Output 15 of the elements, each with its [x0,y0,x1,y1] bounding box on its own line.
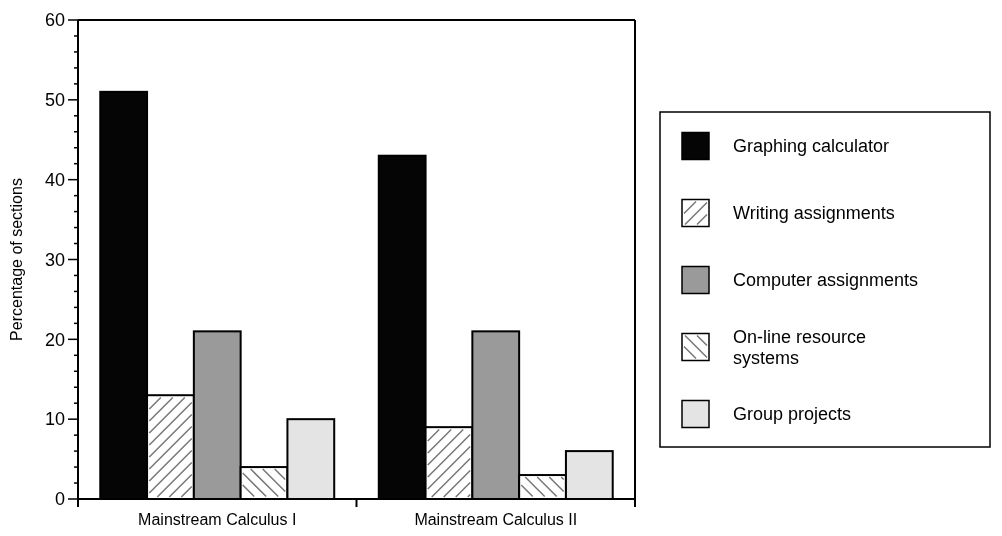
y-tick-label: 40 [44,169,65,190]
legend-label: Graphing calculator [733,135,890,156]
x-tick-label: Mainstream Calculus II [414,511,578,528]
legend-label: Group projects [733,403,852,424]
y-tick-label: 0 [54,489,65,510]
y-tick-label: 60 [44,10,65,31]
y-tick-label: 20 [44,329,65,350]
y-tick-label: 50 [44,90,65,111]
y-tick-label: 10 [44,409,65,430]
x-tick-label: Mainstream Calculus I [138,511,297,528]
legend-label: On-line resource systems [733,326,867,368]
y-tick-label: 30 [44,249,65,270]
legend-label: Computer assignments [733,269,919,290]
legend-label: Writing assignments [733,202,895,223]
y-axis-title: Percentage of sections [8,178,25,341]
